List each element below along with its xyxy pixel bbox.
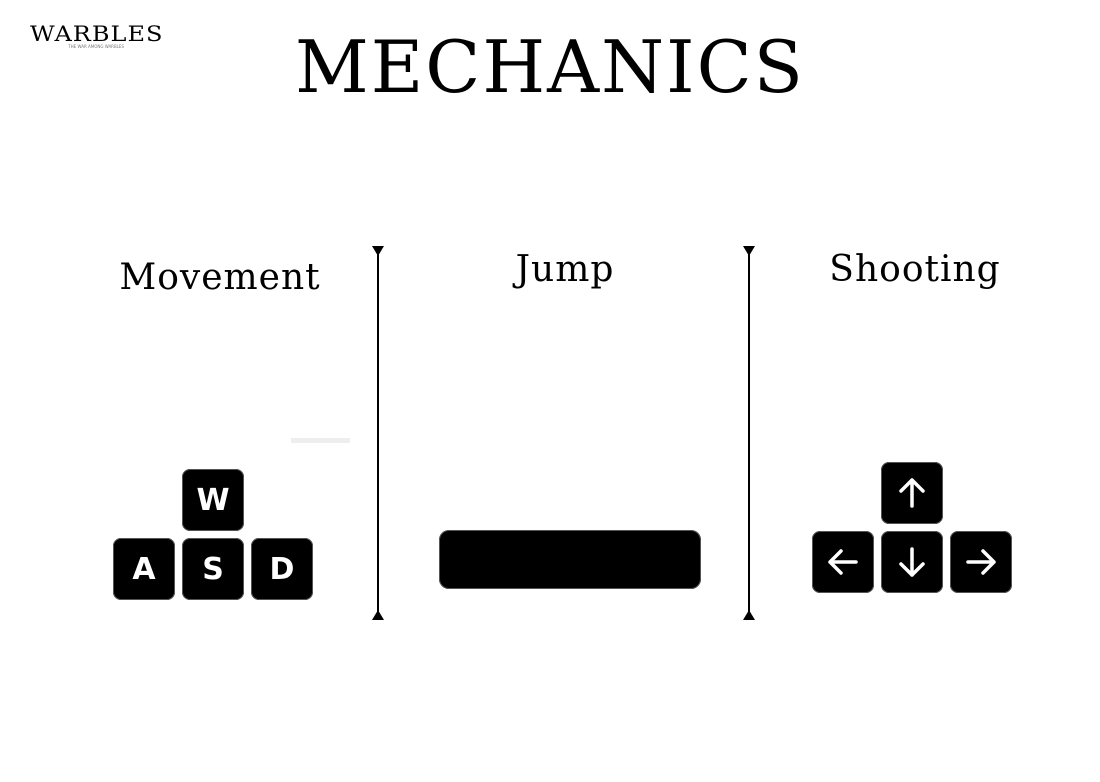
key-d: D — [251, 538, 313, 600]
section-divider-right — [743, 246, 755, 620]
jump-heading: Jump — [515, 249, 615, 290]
faint-mark — [291, 438, 350, 443]
arrow-right-icon — [966, 549, 996, 575]
key-arrow-down — [881, 531, 943, 593]
key-spacebar — [439, 530, 701, 589]
key-arrow-left — [812, 531, 874, 593]
key-a: A — [113, 538, 175, 600]
key-arrow-right — [950, 531, 1012, 593]
key-arrow-up — [881, 462, 943, 524]
arrow-left-icon — [828, 549, 858, 575]
logo-tagline: THE WAR AMONG WARBLES — [68, 44, 124, 49]
arrow-up-icon — [899, 478, 925, 508]
logo-wordmark: WARBLES — [30, 21, 164, 47]
key-w: W — [182, 469, 244, 531]
movement-heading: Movement — [119, 257, 321, 298]
key-s: S — [182, 538, 244, 600]
shooting-heading: Shooting — [829, 249, 1001, 290]
arrow-down-icon — [899, 547, 925, 577]
section-divider-left — [372, 246, 384, 620]
page-title: MECHANICS — [294, 25, 805, 109]
logo: WARBLES THE WAR AMONG WARBLES — [30, 20, 164, 49]
